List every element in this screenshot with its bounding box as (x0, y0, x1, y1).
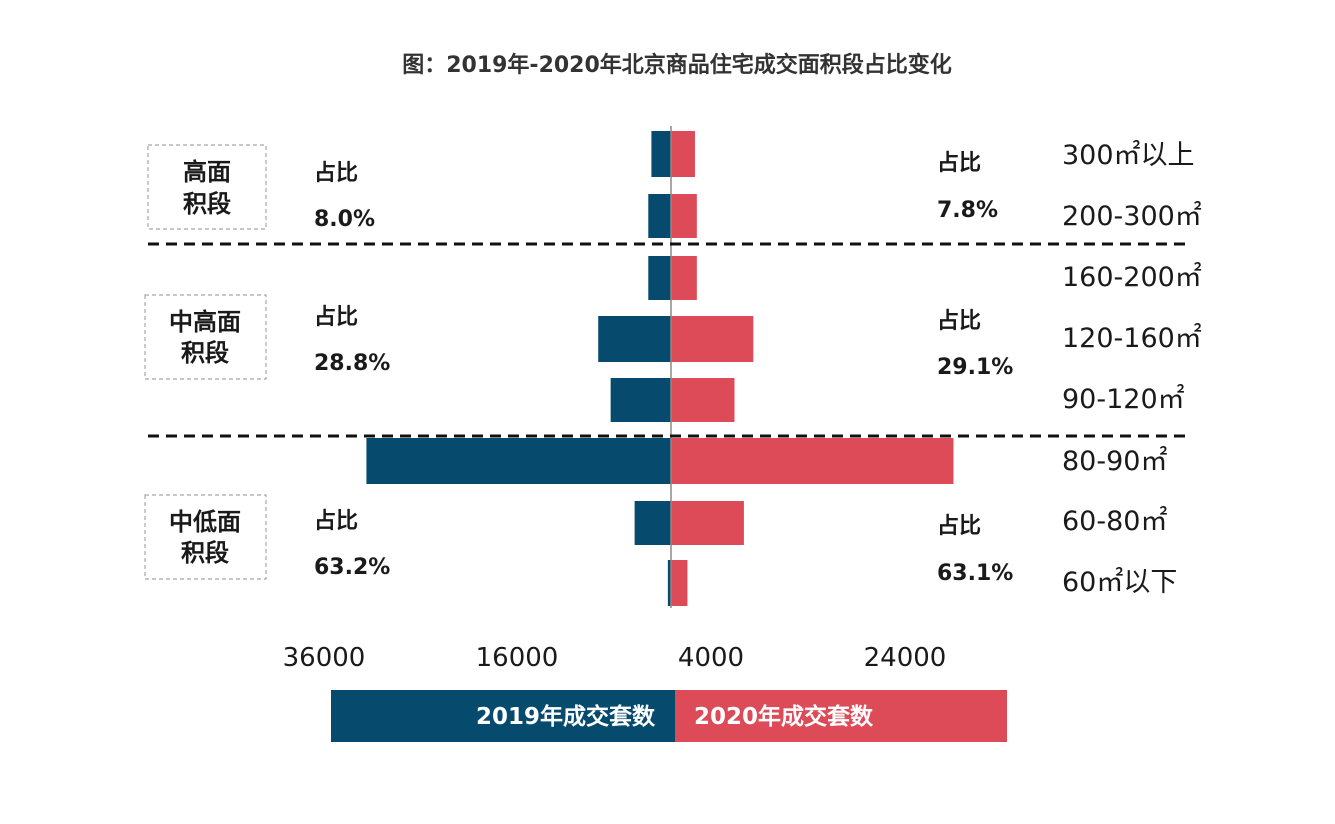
bar-2020-6 (671, 501, 744, 545)
bar-2020-0 (671, 131, 695, 177)
category-label-1: 200-300㎡ (1062, 201, 1202, 232)
bar-2020-7 (671, 560, 688, 606)
segment-label-midhigh-line1: 中高面 (169, 308, 241, 336)
category-label-0: 300㎡以上 (1062, 140, 1195, 171)
share-2020-high: 7.8% (937, 198, 998, 223)
segment-annotations: 高面 积段 占比 8.0% 占比 7.8% 中高面 积段 占比 28.8% 占比… (144, 144, 1013, 586)
share-2019-high: 8.0% (314, 207, 375, 232)
legend-swatch-2019 (331, 690, 675, 742)
share-label-midhigh-left: 占比 (314, 305, 358, 330)
bar-2019-5 (366, 438, 671, 484)
segment-box-high (147, 144, 267, 230)
x-tick-label-2: 4000 (678, 643, 744, 673)
bar-2019-4 (610, 378, 671, 422)
segment-label-high-line1: 高面 (183, 158, 231, 186)
share-label-high-left: 占比 (314, 161, 358, 186)
share-label-high-right: 占比 (937, 151, 981, 176)
bar-2019-6 (634, 501, 671, 545)
segment-label-midhigh-line2: 积段 (181, 339, 229, 367)
bar-2019-3 (598, 316, 671, 362)
bar-2019-0 (651, 131, 671, 177)
category-label-7: 60㎡以下 (1062, 567, 1177, 598)
bar-2020-3 (671, 316, 754, 362)
x-tick-label-1: 16000 (476, 643, 559, 673)
category-label-4: 90-120㎡ (1062, 384, 1185, 415)
legend: 2019年成交套数 2020年成交套数 (331, 690, 1007, 742)
segment-box-midlow (144, 494, 267, 580)
segment-label-high-line2: 积段 (183, 190, 231, 218)
share-2019-midlow: 63.2% (314, 555, 390, 580)
share-label-midhigh-right: 占比 (937, 309, 981, 334)
bar-2020-1 (671, 194, 697, 238)
segment-box-midhigh (144, 294, 267, 380)
legend-swatch-2020 (675, 690, 1007, 742)
bar-2019-2 (648, 256, 671, 300)
category-label-6: 60-80㎡ (1062, 506, 1167, 537)
share-2020-midhigh: 29.1% (937, 355, 1013, 380)
legend-label-2020: 2020年成交套数 (694, 703, 874, 730)
category-label-3: 120-160㎡ (1062, 323, 1202, 354)
x-tick-label-3: 24000 (864, 643, 947, 673)
share-2020-midlow: 63.1% (937, 561, 1013, 586)
segment-label-midlow-line1: 中低面 (169, 508, 241, 536)
bar-2020-2 (671, 256, 697, 300)
share-2019-midhigh: 28.8% (314, 351, 390, 376)
bar-2019-7 (667, 560, 671, 606)
bar-2020-4 (671, 378, 735, 422)
share-label-midlow-left: 占比 (314, 509, 358, 534)
bar-2019-1 (648, 194, 671, 238)
chart-title: 图：2019年-2020年北京商品住宅成交面积段占比变化 (402, 52, 952, 78)
bars-group (366, 126, 954, 608)
bar-2020-5 (671, 438, 954, 484)
category-label-2: 160-200㎡ (1062, 262, 1202, 293)
share-label-midlow-right: 占比 (937, 514, 981, 539)
x-tick-labels: 36000 16000 4000 24000 (283, 643, 947, 673)
category-label-5: 80-90㎡ (1062, 446, 1167, 477)
category-labels: 300㎡以上 200-300㎡ 160-200㎡ 120-160㎡ 90-120㎡ 80-… (1062, 140, 1202, 598)
legend-label-2019: 2019年成交套数 (476, 703, 656, 730)
segment-label-midlow-line2: 积段 (181, 539, 229, 567)
x-tick-label-0: 36000 (283, 643, 366, 673)
